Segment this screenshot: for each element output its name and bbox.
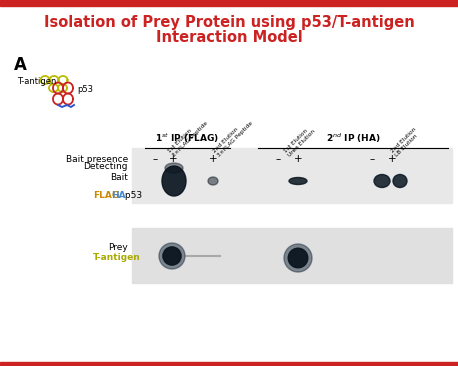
Bar xyxy=(0,362,458,366)
Bar xyxy=(0,0,458,6)
Text: +: + xyxy=(387,154,396,164)
Text: 1$^{st}$ IP (FLAG): 1$^{st}$ IP (FLAG) xyxy=(155,132,219,145)
Text: FLAG: FLAG xyxy=(93,191,119,201)
Text: –: – xyxy=(153,154,158,164)
Text: T-antigen: T-antigen xyxy=(17,76,56,86)
Ellipse shape xyxy=(289,178,307,184)
Text: HA: HA xyxy=(111,191,125,201)
Text: 2nd Elution
LB Elution: 2nd Elution LB Elution xyxy=(390,127,421,158)
Bar xyxy=(132,228,452,283)
Bar xyxy=(132,148,452,203)
Ellipse shape xyxy=(163,247,181,265)
Text: 2nd Elution
3×FLAG Peptide: 2nd Elution 3×FLAG Peptide xyxy=(212,116,254,158)
Text: p53: p53 xyxy=(77,85,93,93)
Text: –: – xyxy=(275,154,281,164)
Text: T-antigen: T-antigen xyxy=(93,254,141,262)
Text: 2$^{nd}$ IP (HA): 2$^{nd}$ IP (HA) xyxy=(326,132,381,145)
Text: –: – xyxy=(369,154,375,164)
Ellipse shape xyxy=(208,177,218,185)
Text: +: + xyxy=(169,154,177,164)
Text: 1st Elution
3×FLAG Peptide: 1st Elution 3×FLAG Peptide xyxy=(167,116,208,158)
Text: +: + xyxy=(294,154,302,164)
Ellipse shape xyxy=(159,243,185,269)
Text: p53: p53 xyxy=(122,191,142,201)
Ellipse shape xyxy=(393,175,407,187)
Text: Isolation of Prey Protein using p53/T-antigen: Isolation of Prey Protein using p53/T-an… xyxy=(44,15,414,30)
Text: 1st Elution
Urea Elution: 1st Elution Urea Elution xyxy=(283,124,316,158)
Text: Interaction Model: Interaction Model xyxy=(156,30,302,45)
Ellipse shape xyxy=(165,163,183,173)
Ellipse shape xyxy=(162,166,186,196)
Text: +: + xyxy=(209,154,217,164)
Ellipse shape xyxy=(374,175,390,187)
Text: Bait presence: Bait presence xyxy=(66,154,128,164)
Text: Prey: Prey xyxy=(108,243,128,253)
Text: A: A xyxy=(14,56,27,74)
Text: Detecting
Bait: Detecting Bait xyxy=(83,162,128,182)
Ellipse shape xyxy=(284,244,312,272)
Ellipse shape xyxy=(288,248,308,268)
